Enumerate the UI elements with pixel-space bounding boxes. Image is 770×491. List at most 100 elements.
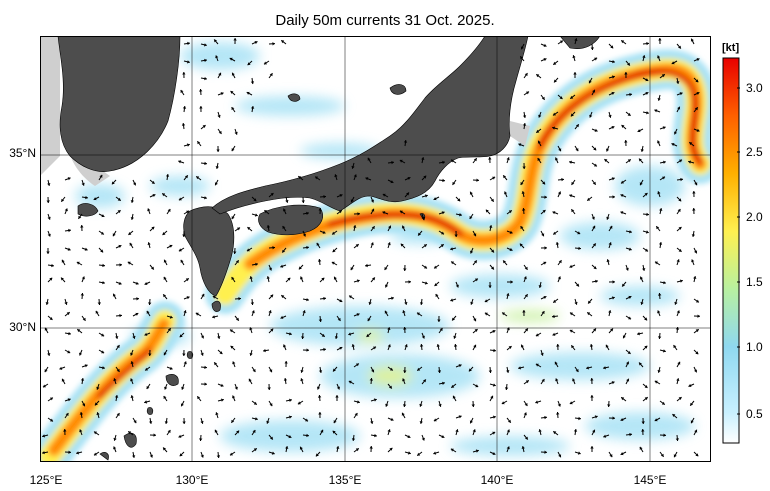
current-arrow-head: [127, 261, 131, 265]
current-arrow-head: [403, 370, 407, 373]
current-arrow-head: [525, 380, 529, 384]
current-arrow-head: [280, 315, 284, 319]
current-arrow-head: [629, 432, 632, 437]
current-arrow-head: [570, 113, 574, 117]
current-arrow-head: [234, 386, 238, 390]
current-arrow-head: [152, 194, 156, 197]
current-arrow-head: [671, 61, 675, 65]
current-arrow-head: [688, 160, 691, 164]
current-arrow-head: [525, 436, 528, 440]
current-arrow-head: [221, 398, 224, 402]
current-arrow-head: [370, 421, 374, 424]
current-arrow-head: [492, 383, 496, 387]
current-arrow-head: [640, 301, 644, 305]
current-arrow-head: [251, 310, 255, 314]
current-arrow-head: [112, 233, 116, 237]
current-arrow-head: [502, 312, 506, 316]
current-arrow-head: [642, 268, 646, 271]
current-arrow-head: [693, 276, 697, 279]
current-arrow-head: [657, 191, 661, 195]
current-arrow-head: [523, 276, 527, 280]
current-arrow-head: [404, 344, 408, 348]
current-arrow-head: [424, 265, 427, 269]
current-arrow-head: [490, 395, 494, 399]
current-arrow-head: [555, 157, 559, 161]
current-arrow-head: [572, 378, 576, 382]
current-arrow-head: [627, 159, 631, 163]
current-arrow-head: [217, 336, 221, 339]
current-arrow-head: [552, 211, 556, 215]
current-arrow-head: [452, 395, 456, 399]
current-arrow-head: [164, 386, 168, 390]
current-arrow-head: [419, 421, 423, 424]
current-arrow-head: [593, 147, 597, 151]
current-arrow-head: [645, 78, 649, 82]
current-arrow-head: [180, 259, 184, 263]
current-arrow-head: [214, 39, 217, 43]
current-arrow-head: [569, 194, 573, 198]
current-arrow-head: [657, 370, 661, 373]
current-arrow-head: [520, 46, 524, 50]
current-arrow-head: [612, 280, 615, 284]
current-arrow-head: [130, 361, 134, 364]
current-arrow-head: [452, 317, 455, 321]
current-arrow-head: [146, 310, 150, 314]
current-arrow-head: [587, 312, 591, 316]
colorbar-tick-0-5: 0.5: [746, 407, 763, 421]
current-arrow-head: [162, 232, 166, 235]
current-arrow-head: [99, 174, 103, 178]
current-arrow-head: [678, 397, 682, 400]
colorbar-tick-1-5: 1.5: [746, 275, 763, 289]
current-arrow-head: [46, 251, 50, 254]
current-arrow-head: [270, 436, 273, 440]
current-arrow-head: [524, 294, 528, 298]
current-arrow-head: [484, 299, 488, 303]
current-arrow-head: [355, 244, 359, 248]
current-arrow-head: [541, 379, 545, 382]
current-arrow-head: [332, 249, 336, 253]
current-arrow-head: [130, 352, 134, 356]
current-arrow-head: [485, 209, 489, 213]
lon-label-135e: 135°E: [328, 473, 362, 487]
current-arrow-head: [522, 310, 526, 313]
current-arrow-head: [593, 163, 597, 167]
current-arrow-head: [695, 79, 699, 83]
current-arrow-head: [661, 401, 665, 405]
current-arrow-head: [469, 216, 473, 219]
current-arrow-head: [440, 244, 444, 248]
current-arrow-head: [339, 346, 343, 350]
current-arrow-head: [673, 454, 677, 458]
current-arrow-head: [625, 267, 629, 271]
current-arrow-head: [611, 296, 615, 300]
current-arrow-head: [469, 420, 473, 424]
current-arrow-head: [437, 319, 441, 322]
current-arrow-head: [541, 311, 545, 315]
current-arrow-head: [249, 353, 253, 356]
current-arrow-head: [541, 96, 545, 100]
current-arrow-head: [488, 157, 492, 160]
current-arrow-head: [423, 379, 426, 383]
current-arrow-head: [468, 368, 472, 372]
current-arrow-head: [67, 247, 71, 251]
current-arrow-head: [132, 455, 136, 458]
current-arrow-head: [367, 318, 371, 322]
current-arrow-head: [169, 315, 173, 319]
current-arrow-head: [421, 335, 425, 339]
current-arrow-head: [590, 395, 594, 398]
current-arrow-head: [553, 299, 557, 303]
current-arrow-head: [606, 216, 610, 220]
current-arrow-head: [80, 293, 84, 296]
current-arrow-head: [438, 403, 442, 407]
current-arrow-head: [594, 415, 598, 419]
current-arrow-head: [492, 330, 496, 334]
current-arrow-head: [47, 233, 51, 237]
current-arrow-head: [215, 55, 219, 59]
current-arrow-head: [573, 72, 577, 75]
map-frame: [40, 36, 711, 462]
current-arrow-head: [510, 280, 513, 284]
current-arrow-head: [249, 276, 253, 279]
current-arrow-head: [133, 182, 136, 186]
current-arrow-head: [269, 73, 273, 77]
current-arrow-head: [654, 380, 658, 384]
current-arrow-head: [475, 384, 479, 388]
